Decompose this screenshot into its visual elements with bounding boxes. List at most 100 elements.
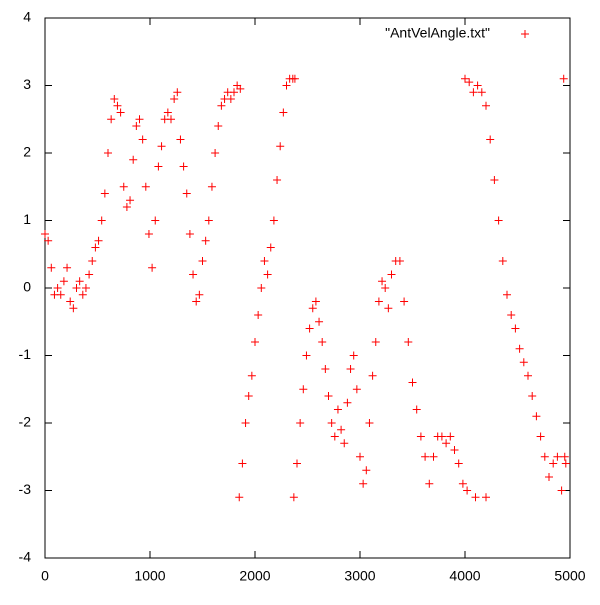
point xyxy=(416,432,425,441)
point xyxy=(151,216,160,225)
point xyxy=(549,459,558,468)
point xyxy=(511,324,520,333)
point xyxy=(545,473,553,481)
point xyxy=(532,412,541,421)
point xyxy=(47,263,56,272)
point xyxy=(260,257,269,265)
y-tick-label: -3 xyxy=(19,481,32,497)
point xyxy=(94,236,103,245)
point xyxy=(189,270,198,279)
point xyxy=(311,297,320,306)
point xyxy=(163,108,172,117)
point xyxy=(214,122,223,130)
plot-frame xyxy=(44,17,571,559)
point xyxy=(461,74,469,83)
point xyxy=(384,304,393,313)
point xyxy=(66,297,75,306)
point xyxy=(269,216,278,225)
point xyxy=(507,311,516,319)
point xyxy=(85,270,94,279)
point xyxy=(247,371,256,380)
point xyxy=(498,257,507,265)
point xyxy=(230,88,238,97)
point xyxy=(469,88,478,97)
point xyxy=(116,108,125,117)
point xyxy=(282,81,291,90)
point xyxy=(528,392,537,400)
point xyxy=(290,74,299,83)
point xyxy=(315,317,324,326)
point xyxy=(381,284,390,292)
point xyxy=(235,493,244,502)
point xyxy=(44,236,53,245)
point xyxy=(349,351,358,360)
y-tick-label: 3 xyxy=(23,76,31,92)
point xyxy=(244,392,253,400)
point xyxy=(442,439,451,448)
point xyxy=(257,284,266,292)
point xyxy=(100,189,109,198)
point xyxy=(201,236,210,245)
point xyxy=(63,263,72,272)
point xyxy=(148,263,157,272)
point xyxy=(365,419,374,427)
point xyxy=(107,115,116,124)
point xyxy=(241,419,250,427)
point xyxy=(387,270,396,279)
point xyxy=(340,439,349,448)
point xyxy=(374,297,383,306)
point xyxy=(88,257,97,265)
point xyxy=(299,385,308,394)
point xyxy=(561,459,570,468)
point xyxy=(97,216,106,225)
x-tick-label: 0 xyxy=(41,568,49,584)
point xyxy=(308,304,317,313)
point xyxy=(302,351,311,360)
point xyxy=(211,149,220,157)
point xyxy=(333,405,342,414)
point xyxy=(494,216,503,225)
legend-label: "AntVelAngle.txt" xyxy=(385,25,490,41)
point xyxy=(477,88,486,97)
point xyxy=(540,452,549,461)
point xyxy=(53,284,62,292)
point xyxy=(276,142,285,151)
point xyxy=(104,149,112,157)
x-tick-label: 4000 xyxy=(449,568,480,584)
point xyxy=(378,277,387,286)
point xyxy=(157,142,166,151)
point xyxy=(368,371,377,380)
y-tick-label: -2 xyxy=(19,414,32,430)
point xyxy=(69,304,78,313)
y-tick-label: -4 xyxy=(19,549,32,565)
point xyxy=(318,338,327,346)
point xyxy=(400,297,409,306)
point xyxy=(141,182,150,191)
point xyxy=(195,290,204,299)
point xyxy=(412,405,421,414)
point xyxy=(279,108,288,117)
point xyxy=(321,365,330,373)
point xyxy=(465,78,474,87)
point xyxy=(110,95,119,103)
y-tick-label: 4 xyxy=(23,9,31,25)
point xyxy=(486,135,495,144)
legend-marker xyxy=(521,30,529,38)
x-tick-label: 5000 xyxy=(554,568,585,584)
point xyxy=(170,95,179,103)
point xyxy=(204,216,213,225)
point xyxy=(446,432,455,441)
point xyxy=(536,432,545,441)
point xyxy=(557,486,566,495)
point xyxy=(238,459,247,468)
point xyxy=(185,230,194,238)
point xyxy=(352,385,361,394)
point xyxy=(198,257,207,265)
point xyxy=(408,378,417,387)
point xyxy=(524,371,532,380)
point xyxy=(182,189,191,198)
point xyxy=(132,122,141,130)
point xyxy=(72,284,81,292)
point xyxy=(179,162,188,171)
